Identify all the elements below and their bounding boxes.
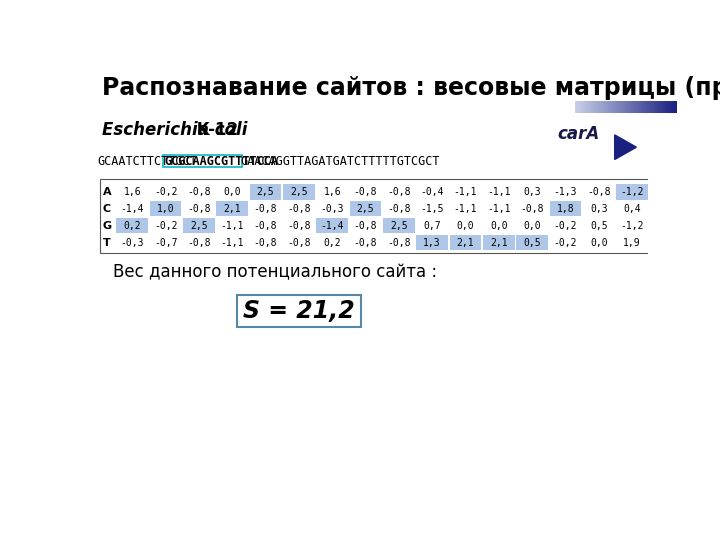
Text: -0,8: -0,8: [354, 221, 377, 231]
Text: Вес данного потенциального сайта :: Вес данного потенциального сайта :: [113, 264, 437, 282]
Text: -1,5: -1,5: [420, 204, 444, 214]
Text: 2,1: 2,1: [223, 204, 241, 214]
Text: -0,3: -0,3: [120, 238, 144, 248]
Bar: [283, 184, 315, 200]
Bar: [183, 218, 215, 233]
Text: -0,8: -0,8: [287, 204, 310, 214]
Text: -1,1: -1,1: [454, 204, 477, 214]
Text: -1,4: -1,4: [120, 204, 144, 214]
Text: -0,2: -0,2: [154, 187, 177, 197]
Text: 2,1: 2,1: [490, 238, 508, 248]
Text: -1,1: -1,1: [487, 204, 510, 214]
Text: 0,2: 0,2: [323, 238, 341, 248]
Text: 0,0: 0,0: [223, 187, 241, 197]
Text: 0,5: 0,5: [590, 221, 608, 231]
Text: 1,3: 1,3: [423, 238, 441, 248]
Bar: [216, 201, 248, 217]
Text: 1,0: 1,0: [157, 204, 174, 214]
Text: 0,4: 0,4: [624, 204, 641, 214]
Text: -1,1: -1,1: [220, 238, 244, 248]
Text: K-12: K-12: [191, 122, 238, 139]
Polygon shape: [615, 135, 636, 159]
Text: -0,8: -0,8: [387, 187, 410, 197]
Text: 0,0: 0,0: [590, 238, 608, 248]
Bar: [150, 201, 181, 217]
Text: GCAATCTTCTTGCT: GCAATCTTCTTGCT: [98, 154, 197, 167]
Text: -0,2: -0,2: [554, 238, 577, 248]
Text: GAACAGGTTAGATGATCTTTTTGTCGCT: GAACAGGTTAGATGATCTTTTTGTCGCT: [240, 154, 440, 167]
Text: -0,8: -0,8: [387, 238, 410, 248]
Text: 2,1: 2,1: [456, 238, 474, 248]
Text: 0,2: 0,2: [123, 221, 141, 231]
Bar: [238, 295, 361, 327]
Bar: [100, 179, 650, 253]
Text: 2,5: 2,5: [290, 187, 307, 197]
Text: -0,7: -0,7: [154, 238, 177, 248]
Bar: [383, 218, 415, 233]
Text: -0,4: -0,4: [420, 187, 444, 197]
Text: -1,1: -1,1: [220, 221, 244, 231]
Bar: [350, 201, 382, 217]
Text: -1,3: -1,3: [554, 187, 577, 197]
Text: -0,8: -0,8: [354, 187, 377, 197]
Text: -1,1: -1,1: [454, 187, 477, 197]
Text: -0,2: -0,2: [154, 221, 177, 231]
Text: -0,2: -0,2: [554, 221, 577, 231]
Text: C: C: [103, 204, 111, 214]
Text: -0,8: -0,8: [187, 204, 211, 214]
Text: 1,6: 1,6: [123, 187, 141, 197]
Text: -0,8: -0,8: [253, 204, 277, 214]
Text: GCGCAAGCGTTTTCCA: GCGCAAGCGTTTTCCA: [164, 154, 279, 167]
Text: Распознавание сайтов : весовые матрицы (профили): Распознавание сайтов : весовые матрицы (…: [102, 76, 720, 100]
Text: 0,3: 0,3: [590, 204, 608, 214]
Text: 0,7: 0,7: [423, 221, 441, 231]
Text: -0,8: -0,8: [354, 238, 377, 248]
Text: -0,3: -0,3: [320, 204, 344, 214]
Text: 2,5: 2,5: [356, 204, 374, 214]
Text: 1,8: 1,8: [557, 204, 575, 214]
Bar: [449, 235, 482, 251]
Text: 1,6: 1,6: [323, 187, 341, 197]
Text: S = 21,2: S = 21,2: [243, 299, 355, 323]
Text: -1,1: -1,1: [487, 187, 510, 197]
Text: -0,8: -0,8: [187, 238, 211, 248]
Bar: [516, 235, 548, 251]
Text: -0,8: -0,8: [287, 221, 310, 231]
Bar: [483, 235, 515, 251]
Bar: [250, 184, 282, 200]
Bar: [616, 184, 648, 200]
Text: 2,5: 2,5: [257, 187, 274, 197]
Text: -1,2: -1,2: [621, 221, 644, 231]
Text: -0,8: -0,8: [187, 187, 211, 197]
Text: -1,4: -1,4: [320, 221, 344, 231]
Text: A: A: [103, 187, 112, 197]
Text: 0,0: 0,0: [456, 221, 474, 231]
Text: 2,5: 2,5: [390, 221, 408, 231]
Text: -0,8: -0,8: [387, 204, 410, 214]
Text: T: T: [103, 238, 111, 248]
Bar: [316, 218, 348, 233]
Bar: [117, 218, 148, 233]
Text: G: G: [102, 221, 112, 231]
Text: -0,8: -0,8: [253, 221, 277, 231]
Text: -0,8: -0,8: [587, 187, 611, 197]
Text: 2,5: 2,5: [190, 221, 207, 231]
Text: -0,8: -0,8: [521, 204, 544, 214]
Text: carA: carA: [557, 125, 599, 143]
Text: Escherichia coli: Escherichia coli: [102, 122, 247, 139]
Text: -0,8: -0,8: [253, 238, 277, 248]
Bar: [549, 201, 581, 217]
Text: 0,5: 0,5: [523, 238, 541, 248]
Text: 0,3: 0,3: [523, 187, 541, 197]
Bar: [163, 155, 243, 167]
Text: 0,0: 0,0: [523, 221, 541, 231]
Text: -1,2: -1,2: [621, 187, 644, 197]
Bar: [416, 235, 448, 251]
Text: 0,0: 0,0: [490, 221, 508, 231]
Text: -0,8: -0,8: [287, 238, 310, 248]
Text: 1,9: 1,9: [624, 238, 641, 248]
